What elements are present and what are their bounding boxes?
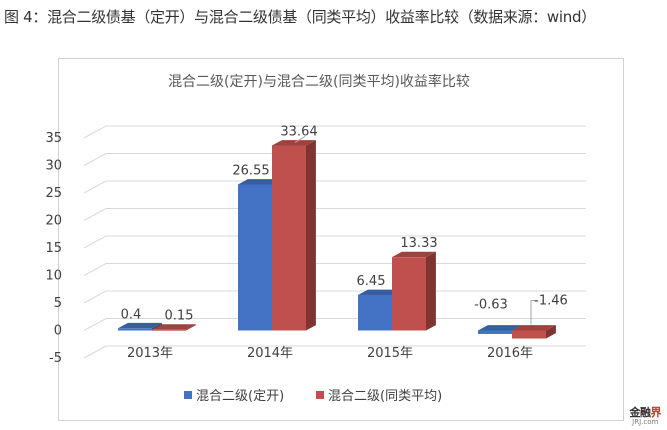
gridline [83, 180, 586, 194]
data-label: 26.55 [232, 163, 269, 178]
gridline [83, 345, 586, 359]
bar [272, 145, 306, 331]
legend-label: 混合二级(定开) [196, 389, 284, 404]
x-tick-label: 2015年 [367, 346, 413, 361]
data-label: 0.4 [121, 307, 142, 322]
chart-frame [58, 58, 624, 421]
chart-title: 混合二级(定开)与混合二级(同类平均)收益率比较 [168, 73, 470, 90]
bar [512, 330, 546, 339]
leader-line [530, 300, 537, 325]
bar-top [478, 325, 522, 331]
data-label: -1.46 [534, 294, 568, 309]
bar-top [392, 251, 436, 258]
bar-top [238, 179, 282, 185]
x-axis: 2013年 2014年 2015年 2016年 [127, 346, 533, 361]
data-label: 13.33 [400, 236, 437, 251]
data-label: 33.64 [280, 124, 317, 139]
bar [358, 295, 392, 331]
bar-side [306, 140, 316, 331]
x-tick-label: 2013年 [127, 346, 173, 361]
gridline [83, 263, 586, 276]
bar [392, 257, 426, 331]
legend-swatch [184, 391, 192, 399]
y-tick-label: 10 [45, 269, 62, 284]
bar [238, 184, 272, 331]
bar-side [546, 325, 556, 339]
gridline [83, 153, 586, 166]
legend: 混合二级(定开) 混合二级(同类平均) [184, 389, 442, 404]
bar-top [512, 325, 556, 331]
bars [118, 140, 556, 339]
figure-caption: 图 4：混合二级债基（定开）与混合二级债基（同类平均）收益率比较（数据来源：wi… [4, 8, 596, 26]
bar [118, 328, 152, 331]
bar-top [358, 289, 402, 296]
y-axis: -5 0 5 10 15 20 25 30 35 [45, 131, 62, 366]
data-label: 0.15 [165, 309, 194, 324]
bar-side [426, 251, 436, 331]
y-tick-label: 20 [45, 214, 62, 229]
x-tick-label: 2016年 [487, 346, 533, 361]
y-tick-label: 25 [45, 186, 62, 201]
watermark-logo: 金融界 JRJ.com [629, 406, 662, 426]
legend-label: 混合二级(同类平均) [328, 389, 442, 404]
bar-side [186, 324, 196, 331]
y-tick-label: 0 [54, 324, 62, 339]
gridline [83, 235, 586, 249]
bar [478, 330, 512, 334]
gridline [83, 125, 586, 139]
y-tick-label: 5 [54, 296, 62, 311]
bar-top [152, 324, 196, 330]
bar-top [118, 322, 162, 329]
y-tick-label: -5 [49, 351, 62, 366]
bar-top [272, 140, 316, 146]
legend-swatch [316, 391, 324, 399]
x-tick-label: 2014年 [247, 346, 293, 361]
data-labels: 0.4 0.15 26.55 33.64 6.45 13.33 -0.63 -1.46 [121, 124, 568, 325]
bar [152, 329, 186, 331]
gridline [83, 208, 586, 221]
y-tick-label: 30 [45, 159, 62, 174]
gridline [83, 290, 586, 304]
data-label: 6.45 [357, 274, 386, 289]
y-tick-label: 35 [45, 131, 62, 146]
data-label: -0.63 [474, 298, 508, 313]
leader-line [294, 136, 306, 143]
y-tick-label: 15 [45, 241, 62, 256]
